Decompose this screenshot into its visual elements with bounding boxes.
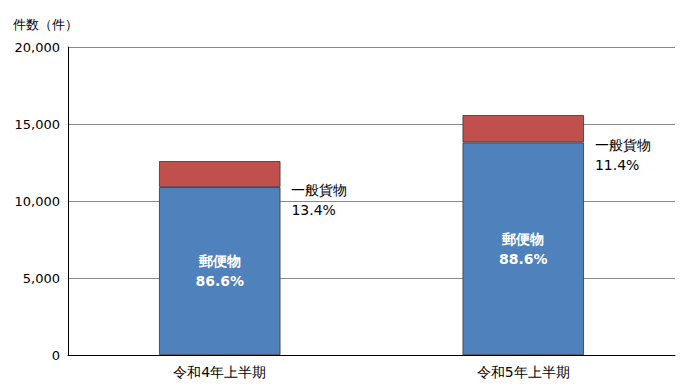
svg-text:郵便物: 郵便物	[198, 253, 241, 269]
svg-text:86.6%: 86.6%	[195, 273, 244, 289]
svg-text:令和5年上半期: 令和5年上半期	[477, 364, 570, 380]
svg-text:88.6%: 88.6%	[499, 251, 548, 267]
svg-text:一般貨物: 一般貨物	[595, 137, 651, 153]
svg-text:13.4%: 13.4%	[291, 202, 335, 218]
svg-text:一般貨物: 一般貨物	[291, 182, 347, 198]
svg-text:5,000: 5,000	[23, 271, 60, 286]
svg-text:郵便物: 郵便物	[501, 231, 544, 247]
svg-text:0: 0	[52, 348, 60, 363]
svg-text:件数（件）: 件数（件）	[13, 17, 78, 32]
svg-text:11.4%: 11.4%	[595, 157, 639, 173]
svg-text:15,000: 15,000	[15, 117, 61, 132]
svg-text:20,000: 20,000	[15, 40, 61, 55]
svg-text:令和4年上半期: 令和4年上半期	[173, 364, 266, 380]
svg-text:10,000: 10,000	[15, 194, 61, 209]
